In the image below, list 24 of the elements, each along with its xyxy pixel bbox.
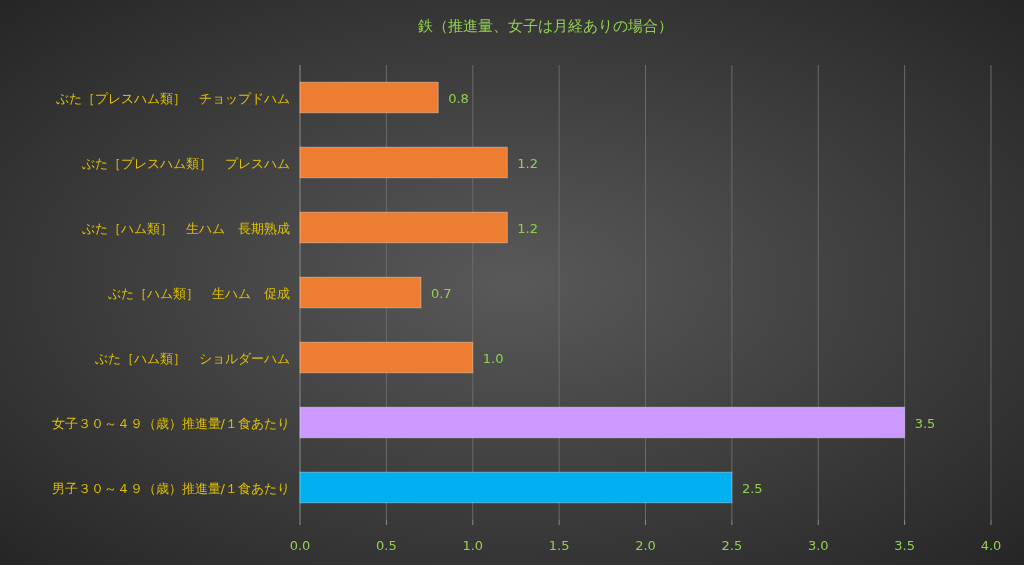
x-tick-label: 0.0 xyxy=(289,538,311,553)
x-tick-label: 1.0 xyxy=(462,538,484,553)
data-label: 2.5 xyxy=(741,480,763,496)
y-tick-label: ぶた［ハム類］ 生ハム 長期熟成 xyxy=(82,220,290,236)
data-label: 3.5 xyxy=(914,415,936,431)
data-label: 1.2 xyxy=(517,155,538,171)
x-tick-label: 2.5 xyxy=(721,538,743,553)
x-tick-label: 0.5 xyxy=(376,538,397,553)
data-label: 1.0 xyxy=(482,350,504,366)
x-tick-label: 2.0 xyxy=(635,538,656,553)
y-tick-label: ぶた［ハム類］ ショルダーハム xyxy=(95,350,290,366)
x-tick-label: 1.5 xyxy=(548,538,570,553)
y-tick-label: ぶた［プレスハム類］ チョップドハム xyxy=(56,90,290,106)
data-label: 0.8 xyxy=(448,90,469,106)
data-label: 1.2 xyxy=(517,220,538,236)
x-tick-label: 3.0 xyxy=(807,538,829,553)
x-tick-label: 4.0 xyxy=(980,538,1002,553)
y-tick-label: 男子３０～４９（歳）推進量/１食あたり xyxy=(51,480,290,496)
y-tick-label: 女子３０～４９（歳）推進量/１食あたり xyxy=(51,415,290,431)
title: 鉄（推進量、女子は月経ありの場合） xyxy=(418,17,673,35)
y-tick-label: ぶた［ハム類］ 生ハム 促成 xyxy=(108,285,290,301)
y-tick-label: ぶた［プレスハム類］ プレスハム xyxy=(82,155,290,171)
x-tick-label: 3.5 xyxy=(894,538,915,553)
data-label: 0.7 xyxy=(430,285,452,301)
